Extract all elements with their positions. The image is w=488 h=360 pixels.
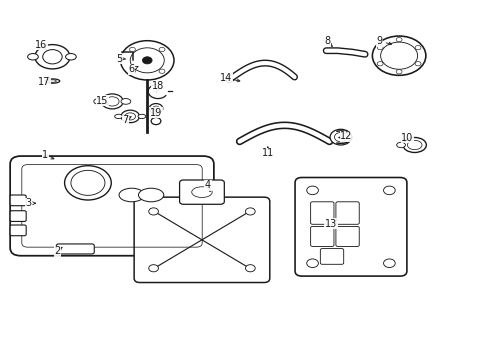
Text: 12: 12: [340, 131, 352, 141]
Ellipse shape: [35, 45, 70, 69]
Circle shape: [159, 69, 164, 73]
Text: 14: 14: [220, 73, 232, 83]
Text: 5: 5: [116, 54, 122, 64]
FancyBboxPatch shape: [56, 244, 94, 254]
Circle shape: [306, 259, 318, 267]
Ellipse shape: [115, 114, 122, 118]
Circle shape: [395, 69, 401, 74]
FancyBboxPatch shape: [10, 225, 26, 236]
Text: 13: 13: [324, 219, 337, 229]
Ellipse shape: [402, 138, 426, 153]
Circle shape: [148, 208, 158, 215]
Circle shape: [129, 47, 135, 51]
Text: 3: 3: [25, 198, 31, 208]
Circle shape: [245, 208, 255, 215]
Circle shape: [129, 69, 135, 73]
Circle shape: [159, 47, 164, 51]
Ellipse shape: [121, 110, 139, 123]
Circle shape: [383, 186, 394, 195]
Circle shape: [120, 41, 174, 80]
FancyBboxPatch shape: [179, 180, 224, 204]
Text: 8: 8: [324, 36, 329, 46]
Text: 15: 15: [96, 96, 108, 106]
Circle shape: [142, 57, 152, 64]
Ellipse shape: [121, 99, 130, 104]
Text: 9: 9: [376, 36, 382, 46]
Circle shape: [414, 45, 420, 50]
Text: 11: 11: [261, 148, 273, 158]
Ellipse shape: [28, 54, 38, 60]
Circle shape: [383, 259, 394, 267]
Text: 18: 18: [151, 81, 164, 91]
Text: 7: 7: [122, 115, 128, 125]
Circle shape: [306, 186, 318, 195]
Text: 1: 1: [42, 150, 48, 160]
Ellipse shape: [138, 114, 145, 118]
Ellipse shape: [119, 188, 144, 202]
Circle shape: [414, 62, 420, 66]
Text: 6: 6: [128, 64, 135, 74]
Text: 4: 4: [204, 180, 211, 190]
Circle shape: [329, 129, 351, 145]
FancyBboxPatch shape: [10, 211, 26, 221]
Circle shape: [148, 265, 158, 272]
FancyBboxPatch shape: [10, 156, 213, 256]
Circle shape: [395, 37, 401, 42]
Text: 2: 2: [54, 247, 61, 256]
Text: 16: 16: [35, 40, 47, 50]
Text: 10: 10: [401, 133, 413, 143]
Text: 17: 17: [38, 77, 50, 87]
FancyBboxPatch shape: [134, 197, 269, 283]
Ellipse shape: [45, 79, 60, 83]
Ellipse shape: [65, 54, 76, 60]
FancyBboxPatch shape: [10, 195, 26, 206]
Ellipse shape: [94, 99, 103, 104]
Circle shape: [372, 36, 425, 75]
Circle shape: [151, 117, 161, 125]
Circle shape: [376, 45, 382, 50]
Circle shape: [64, 166, 111, 200]
FancyBboxPatch shape: [294, 177, 406, 276]
Ellipse shape: [138, 188, 163, 202]
Text: 19: 19: [150, 108, 162, 118]
Ellipse shape: [101, 94, 123, 109]
Ellipse shape: [396, 142, 405, 148]
Circle shape: [149, 104, 163, 113]
Circle shape: [376, 62, 382, 66]
Circle shape: [245, 265, 255, 272]
